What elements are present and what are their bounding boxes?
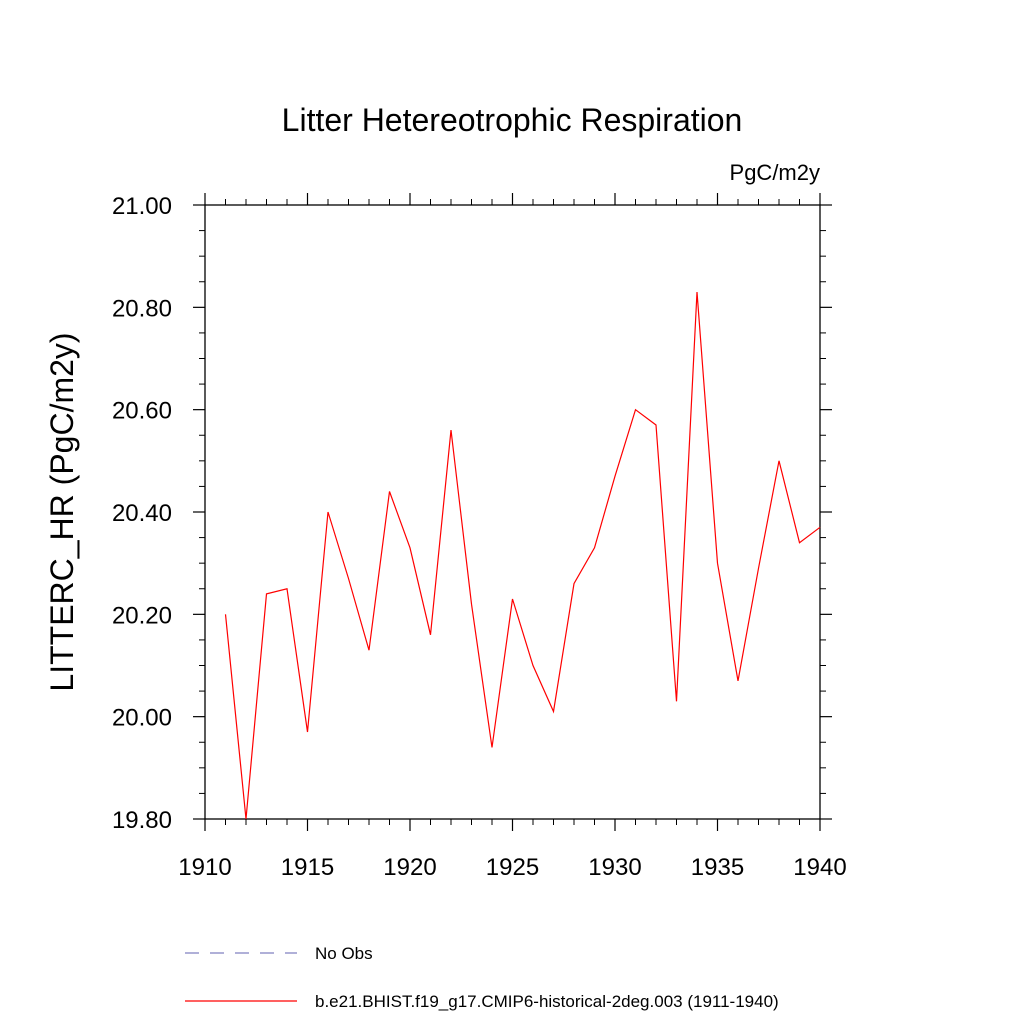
x-tick-label: 1920 — [383, 854, 436, 881]
x-tick-label: 1940 — [793, 854, 846, 881]
x-tick-label: 1935 — [691, 854, 744, 881]
y-tick-label: 21.00 — [112, 193, 172, 220]
y-axis-label: LITTERC_HR (PgC/m2y) — [44, 332, 80, 691]
x-tick-label: 1930 — [588, 854, 641, 881]
legend-label-no-obs: No Obs — [315, 944, 373, 963]
x-tick-label: 1910 — [178, 854, 231, 881]
y-tick-label: 20.60 — [112, 398, 172, 425]
plot-frame — [204, 204, 821, 820]
y-tick-label: 20.80 — [112, 295, 172, 322]
legend-label-model: b.e21.BHIST.f19_g17.CMIP6-historical-2de… — [315, 992, 779, 1011]
y-tick-label: 20.40 — [112, 500, 172, 527]
y-tick-label: 20.20 — [112, 602, 172, 629]
x-tick-label: 1925 — [486, 854, 539, 881]
series-line-0 — [224, 291, 821, 820]
units-label: PgC/m2y — [730, 160, 820, 185]
y-tick-label: 19.80 — [112, 807, 172, 834]
x-tick-label: 1915 — [281, 854, 334, 881]
axis-ticks — [193, 193, 832, 831]
y-tick-label: 20.00 — [112, 705, 172, 732]
series-layer — [224, 291, 821, 820]
legend: No Obs b.e21.BHIST.f19_g17.CMIP6-histori… — [185, 944, 779, 1011]
chart-title: Litter Hetereotrophic Respiration — [282, 102, 743, 138]
axis-tick-labels: 1910 1915 1920 1925 1930 1935 1940 19.80 20.00 20… — [112, 193, 847, 881]
